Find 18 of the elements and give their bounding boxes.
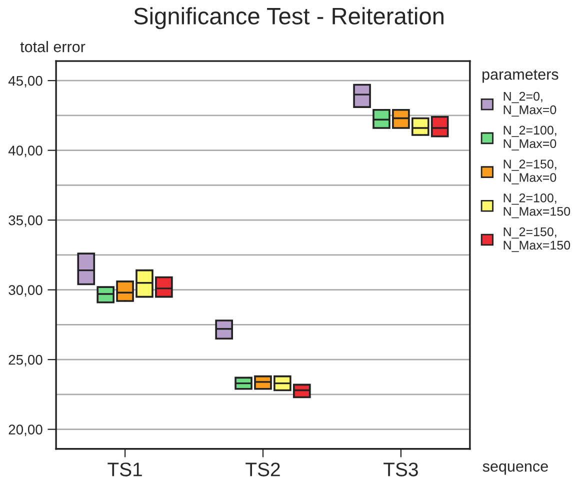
y-tick-label: 40,00: [8, 146, 42, 158]
legend-label: N_2=100, N_Max=150: [504, 193, 570, 218]
y-tick-label: 25,00: [8, 354, 42, 366]
chart-title: Significance Test - Reiteration: [134, 7, 444, 30]
x-tick-label: TS1: [108, 462, 142, 476]
y-tick-label: 30,00: [8, 285, 42, 297]
x-tick-label: TS3: [384, 462, 418, 476]
legend-label: N_2=150, N_Max=0: [504, 160, 556, 184]
y-axis-title: total error: [20, 40, 86, 52]
y-tick-label: 45,00: [8, 76, 42, 88]
y-tick-label: 20,00: [8, 424, 42, 436]
legend-title: parameters: [482, 70, 558, 83]
y-tick-label: 35,00: [8, 215, 42, 227]
legend-label: N_2=100, N_Max=0: [504, 126, 556, 150]
legend-label: N_2=0, N_Max=0: [504, 92, 556, 117]
legend-label: N_2=150, N_Max=150: [504, 227, 570, 252]
x-tick-label: TS2: [246, 462, 280, 476]
x-axis-title: sequence: [482, 463, 548, 475]
